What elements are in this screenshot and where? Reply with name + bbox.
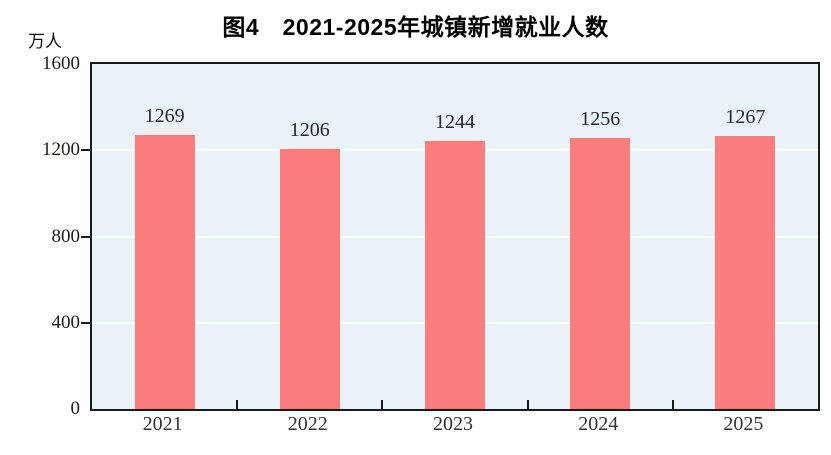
x-axis-tick-labels: 2021 2022 2023 2024 2025 <box>90 413 820 443</box>
y-tick-label: 800 <box>51 225 81 247</box>
y-tick-label: 0 <box>70 398 81 419</box>
x-tick-label: 2021 <box>142 413 183 435</box>
y-tick-mark <box>81 149 90 152</box>
x-tick-mark <box>526 400 529 409</box>
x-tick-label: 2023 <box>433 413 473 435</box>
x-tick-label: 2025 <box>723 413 764 435</box>
x-tick-label: 2022 <box>287 413 328 435</box>
y-tick-mark <box>81 235 90 238</box>
bar-value-label: 1256 <box>580 108 621 131</box>
bar <box>425 140 485 409</box>
y-tick-label: 400 <box>51 311 81 333</box>
y-tick-label: 1600 <box>42 53 80 74</box>
bar <box>279 148 340 409</box>
y-tick-label: 1200 <box>42 139 80 161</box>
x-tick-label: 2024 <box>578 413 619 435</box>
bar-value-label: 1269 <box>144 105 185 128</box>
x-tick-mark <box>671 400 674 409</box>
y-tick-mark <box>81 321 90 324</box>
plot-area: 1269 1206 1244 1256 1267 <box>81 62 820 411</box>
bar <box>134 135 195 409</box>
y-axis-unit-label: 万人 <box>28 32 62 51</box>
bar-value-label: 1267 <box>725 105 766 128</box>
y-axis-tick-labels: 0 400 800 1200 1600 <box>0 53 81 419</box>
x-tick-mark <box>236 400 239 409</box>
bar-value-label: 1206 <box>289 118 330 141</box>
bar-value-label: 1244 <box>435 110 475 133</box>
chart-title: 图4 2021-2025年城镇新增就业人数 <box>222 14 609 40</box>
bar <box>570 138 631 409</box>
bar <box>715 135 776 409</box>
x-tick-mark <box>381 400 384 409</box>
